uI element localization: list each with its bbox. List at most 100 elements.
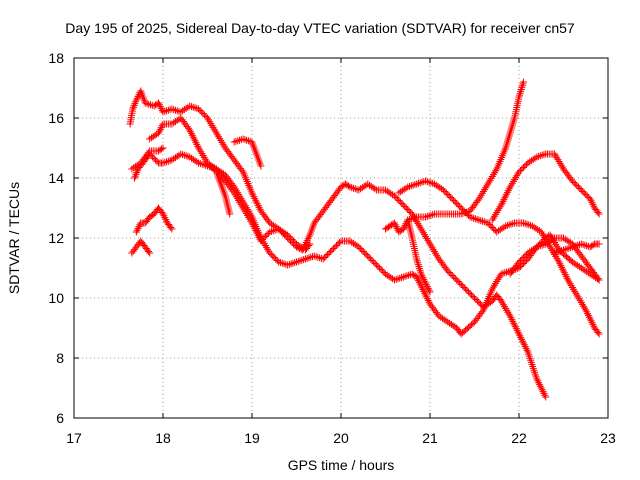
data-point xyxy=(518,255,526,263)
data-point xyxy=(470,214,478,222)
data-point xyxy=(397,188,405,196)
data-point xyxy=(252,226,260,234)
data-point xyxy=(574,183,582,191)
data-point xyxy=(324,251,332,258)
data-point xyxy=(587,317,595,325)
data-point xyxy=(168,105,176,113)
data-point xyxy=(273,226,281,234)
data-point xyxy=(565,238,573,246)
data-point xyxy=(296,257,304,265)
data-point xyxy=(445,192,453,200)
data-point xyxy=(392,275,400,283)
data-point xyxy=(135,160,143,168)
data-point xyxy=(556,260,564,268)
data-point xyxy=(519,78,527,86)
data-point xyxy=(540,151,548,159)
chart-title: Day 195 of 2025, Sidereal Day-to-day VTE… xyxy=(65,20,575,36)
data-point xyxy=(182,104,190,112)
data-point xyxy=(141,99,149,107)
data-point xyxy=(298,244,306,252)
data-point xyxy=(525,221,533,229)
data-point xyxy=(186,102,194,110)
data-point xyxy=(505,185,513,193)
data-point xyxy=(135,223,143,231)
data-point xyxy=(146,135,154,143)
y-tick-label: 16 xyxy=(48,110,64,126)
data-point xyxy=(425,286,433,294)
data-point xyxy=(465,288,473,296)
data-point xyxy=(179,151,187,159)
data-point xyxy=(134,92,142,100)
data-point xyxy=(411,181,419,189)
data-point xyxy=(542,240,550,248)
data-point xyxy=(527,247,535,255)
data-point xyxy=(571,180,579,188)
data-point xyxy=(415,264,423,272)
data-point xyxy=(503,190,511,198)
data-point xyxy=(414,275,422,283)
data-point xyxy=(501,194,509,202)
data-point xyxy=(171,154,179,162)
data-point xyxy=(184,124,192,132)
data-point xyxy=(560,246,567,254)
data-point xyxy=(504,187,512,195)
data-point xyxy=(365,254,373,261)
data-point xyxy=(164,157,172,165)
data-point xyxy=(241,136,249,144)
data-point xyxy=(530,223,538,231)
data-point xyxy=(484,219,492,227)
data-point xyxy=(252,198,260,206)
data-point xyxy=(387,190,395,198)
data-point xyxy=(588,319,596,327)
data-point xyxy=(536,382,544,390)
data-point xyxy=(407,215,415,223)
data-point xyxy=(580,189,588,197)
y-tick-label: 12 xyxy=(48,230,64,246)
data-point xyxy=(149,153,157,161)
data-point xyxy=(488,224,496,231)
data-point xyxy=(390,276,398,284)
data-point xyxy=(425,212,433,220)
data-point xyxy=(442,317,450,325)
data-point xyxy=(293,258,300,266)
data-point xyxy=(201,111,209,119)
data-point xyxy=(187,130,195,138)
data-point xyxy=(267,251,275,258)
data-point xyxy=(204,159,211,167)
data-point xyxy=(251,194,259,202)
data-point xyxy=(175,107,183,115)
data-point xyxy=(589,200,597,208)
data-point xyxy=(528,222,536,230)
data-point xyxy=(133,94,141,102)
x-tick-label: 22 xyxy=(511,430,527,446)
data-point xyxy=(278,227,286,235)
data-point xyxy=(532,224,540,232)
data-point xyxy=(545,238,553,246)
data-point xyxy=(130,164,138,172)
data-point xyxy=(538,151,546,159)
data-point xyxy=(435,312,443,320)
data-point xyxy=(266,228,274,236)
data-point xyxy=(543,239,551,247)
data-point xyxy=(422,291,430,299)
data-point xyxy=(182,152,190,160)
data-point xyxy=(171,106,179,114)
data-point xyxy=(191,157,199,165)
data-point xyxy=(497,201,505,209)
data-point xyxy=(538,241,546,249)
data-point xyxy=(189,103,197,111)
data-point xyxy=(359,248,367,255)
data-point xyxy=(132,228,140,236)
data-point xyxy=(348,184,356,192)
data-point xyxy=(367,255,375,263)
data-point xyxy=(280,229,288,237)
data-point xyxy=(420,287,428,295)
data-point xyxy=(133,226,141,234)
data-point xyxy=(405,207,413,215)
data-point xyxy=(558,247,566,255)
data-point xyxy=(579,241,587,249)
data-point xyxy=(521,343,529,351)
data-point xyxy=(418,272,426,280)
data-point xyxy=(446,319,454,327)
x-tick-label: 21 xyxy=(422,430,438,446)
